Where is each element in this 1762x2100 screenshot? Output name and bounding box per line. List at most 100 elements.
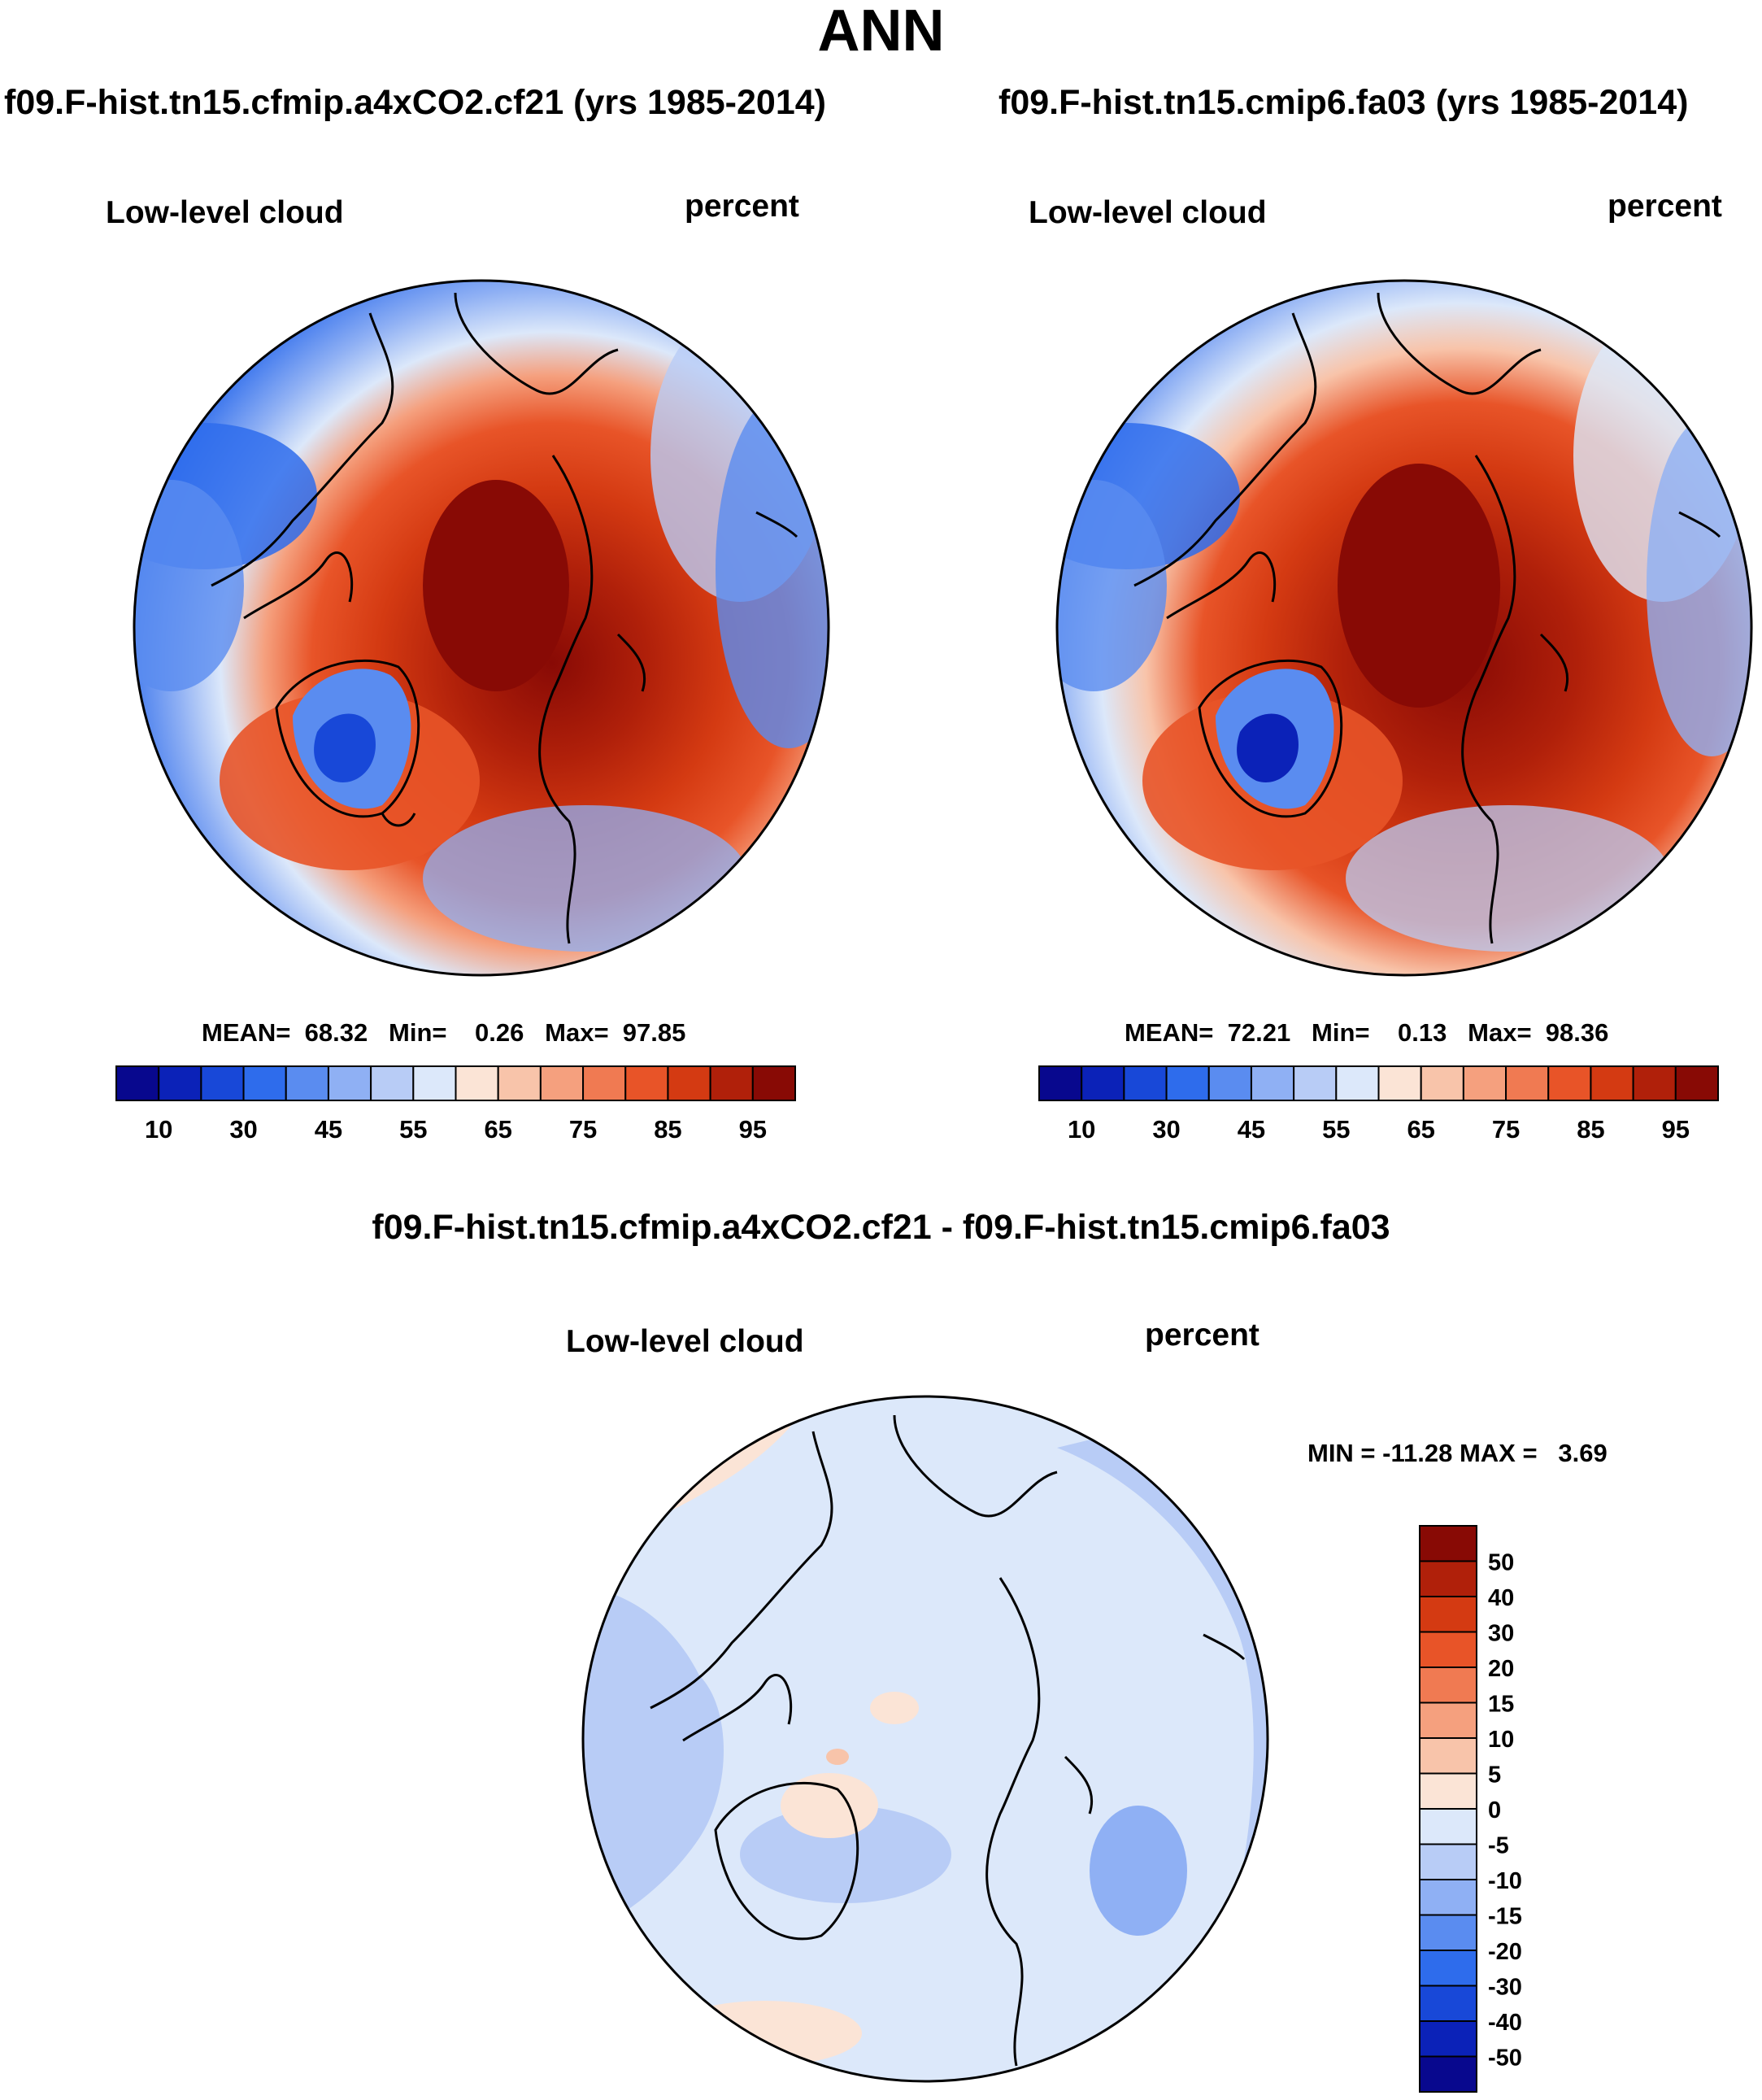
diff-units-label: percent: [1145, 1318, 1260, 1353]
left-mean-value: 68.32: [304, 1018, 368, 1047]
diff-colorbar-tick-label: 40: [1488, 1585, 1514, 1611]
diff-minmax: MIN = -11.28 MAX = 3.69: [1307, 1439, 1608, 1467]
right-colorbar-tick-label: 10: [1068, 1115, 1095, 1144]
right-case-title: f09.F-hist.tn15.cmip6.fa03 (yrs 1985-201…: [998, 83, 1689, 122]
diff-colorbar-box: [1419, 1525, 1477, 1562]
right-mean-value: 72.21: [1227, 1018, 1291, 1047]
left-case-title: f09.F-hist.tn15.cfmip.a4xCO2.cf21 (yrs 1…: [4, 83, 826, 122]
right-colorbar: 10 30 45 55 65 75 85 95: [1038, 1065, 1719, 1144]
left-colorbar-tick-label: 45: [315, 1115, 342, 1144]
left-colorbar-tick-label: 75: [569, 1115, 597, 1144]
left-colorbar-tick-label: 95: [739, 1115, 767, 1144]
left-colorbar-box: [158, 1065, 202, 1101]
diff-colorbar-tick-label: -30: [1488, 1975, 1522, 2001]
right-max-value: 98.36: [1545, 1018, 1609, 1047]
diff-colorbar-box: [1419, 1737, 1477, 1775]
right-colorbar-tick-label: 65: [1407, 1115, 1434, 1144]
left-colorbar: 10 30 45 55 65 75 85 95: [115, 1065, 796, 1144]
right-colorbar-tick-label: 85: [1577, 1115, 1604, 1144]
diff-colorbar-tick-label: 20: [1488, 1656, 1514, 1682]
diff-colorbar-box: [1419, 1950, 1477, 1987]
diff-colorbar-box: [1419, 1631, 1477, 1668]
left-units-label: percent: [685, 189, 799, 224]
left-colorbar-box: [242, 1065, 287, 1101]
diff-colorbar-box: [1419, 2055, 1477, 2093]
page-title: ANN: [817, 0, 945, 63]
diff-colorbar-box: [1419, 1808, 1477, 1845]
left-colorbar-box: [327, 1065, 372, 1101]
left-colorbar-box: [115, 1065, 160, 1101]
left-colorbar-tick-label: 65: [484, 1115, 511, 1144]
diff-colorbar-box: [1419, 1701, 1477, 1739]
left-colorbar-box: [582, 1065, 627, 1101]
diff-colorbar-tick-label: 0: [1488, 1797, 1501, 1823]
difference-map: [581, 1395, 1269, 2083]
right-map: [1055, 279, 1753, 977]
left-colorbar-box: [624, 1065, 669, 1101]
right-colorbar-box: [1081, 1065, 1125, 1101]
diff-colorbar-box: [1419, 1879, 1477, 1916]
left-colorbar-box: [539, 1065, 585, 1101]
left-colorbar-box: [709, 1065, 754, 1101]
right-stats: MEAN= 72.21 Min= 0.13 Max= 98.36: [1125, 1018, 1609, 1047]
right-colorbar-box: [1250, 1065, 1295, 1101]
diff-colorbar-tick-label: 10: [1488, 1727, 1514, 1753]
right-colorbar-box: [1293, 1065, 1338, 1101]
left-colorbar-tick-label: 10: [145, 1115, 172, 1144]
diff-colorbar-box: [1419, 1914, 1477, 1951]
right-colorbar-box: [1674, 1065, 1719, 1101]
right-colorbar-box: [1632, 1065, 1677, 1101]
right-colorbar-box: [1038, 1065, 1083, 1101]
diff-colorbar-tick-label: -10: [1488, 1868, 1522, 1894]
left-colorbar-box: [285, 1065, 329, 1101]
right-colorbar-tick-label: 55: [1322, 1115, 1350, 1144]
right-colorbar-tick-label: 45: [1238, 1115, 1265, 1144]
left-colorbar-box: [751, 1065, 796, 1101]
left-colorbar-box: [370, 1065, 415, 1101]
right-colorbar-box: [1462, 1065, 1507, 1101]
diff-colorbar-box: [1419, 2020, 1477, 2058]
left-min-value: 0.26: [474, 1018, 524, 1047]
diff-colorbar-tick-label: 30: [1488, 1621, 1514, 1647]
left-variable-label: Low-level cloud: [106, 195, 344, 230]
left-colorbar-box: [200, 1065, 245, 1101]
diff-colorbar-box: [1419, 1985, 1477, 2022]
diff-colorbar-tick-label: 5: [1488, 1762, 1501, 1788]
diff-colorbar-tick-label: -5: [1488, 1833, 1509, 1859]
left-colorbar-tick-label: 55: [399, 1115, 427, 1144]
left-colorbar-box: [455, 1065, 499, 1101]
diff-colorbar-tick-label: 50: [1488, 1550, 1514, 1576]
right-colorbar-box: [1420, 1065, 1464, 1101]
left-colorbar-box: [412, 1065, 457, 1101]
right-colorbar-tick-label: 75: [1492, 1115, 1520, 1144]
left-max-value: 97.85: [622, 1018, 686, 1047]
diff-colorbar-tick-label: -15: [1488, 1904, 1522, 1930]
diff-colorbar-box: [1419, 1772, 1477, 1810]
right-colorbar-box: [1165, 1065, 1210, 1101]
left-colorbar-tick-label: 30: [229, 1115, 257, 1144]
left-colorbar-box: [667, 1065, 711, 1101]
right-colorbar-box: [1207, 1065, 1252, 1101]
left-colorbar-box: [497, 1065, 542, 1101]
diff-colorbar-box: [1419, 1843, 1477, 1880]
diff-colorbar-box: [1419, 1666, 1477, 1704]
right-colorbar-box: [1505, 1065, 1550, 1101]
diff-colorbar-tick-label: -20: [1488, 1939, 1522, 1965]
difference-title: f09.F-hist.tn15.cfmip.a4xCO2.cf21 - f09.…: [372, 1208, 1390, 1247]
diff-variable-label: Low-level cloud: [566, 1324, 804, 1359]
diff-colorbar-tick-label: -40: [1488, 2010, 1522, 2036]
right-min-value: 0.13: [1397, 1018, 1447, 1047]
right-variable-label: Low-level cloud: [1029, 195, 1267, 230]
right-colorbar-box: [1335, 1065, 1380, 1101]
right-colorbar-tick-label: 30: [1152, 1115, 1180, 1144]
left-stats: MEAN= 68.32 Min= 0.26 Max= 97.85: [202, 1018, 686, 1047]
right-colorbar-tick-label: 95: [1662, 1115, 1690, 1144]
left-map: [133, 279, 830, 977]
right-units-label: percent: [1608, 189, 1722, 224]
diff-colorbar-tick-label: 15: [1488, 1692, 1514, 1718]
diff-colorbar-tick-label: -50: [1488, 2046, 1522, 2072]
diff-colorbar-box: [1419, 1596, 1477, 1633]
right-colorbar-box: [1123, 1065, 1168, 1101]
